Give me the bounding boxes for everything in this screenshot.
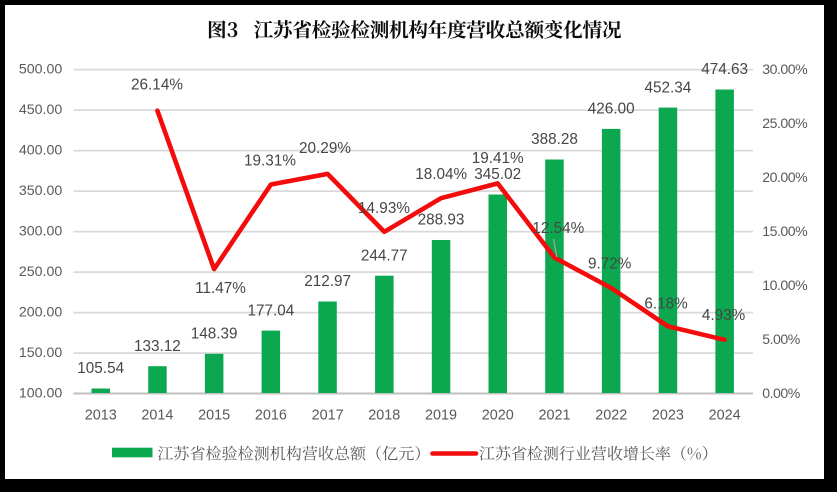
svg-text:2021: 2021 bbox=[538, 407, 570, 423]
svg-text:5.00%: 5.00% bbox=[762, 331, 800, 347]
svg-text:426.00: 426.00 bbox=[588, 101, 635, 118]
svg-text:19.31%: 19.31% bbox=[244, 152, 296, 169]
svg-text:388.28: 388.28 bbox=[531, 131, 578, 148]
svg-text:9.72%: 9.72% bbox=[588, 256, 632, 273]
svg-text:2014: 2014 bbox=[141, 407, 173, 423]
svg-text:4.93%: 4.93% bbox=[702, 307, 746, 324]
svg-text:20.00%: 20.00% bbox=[762, 169, 808, 185]
svg-text:500.00: 500.00 bbox=[19, 62, 63, 78]
svg-text:25.00%: 25.00% bbox=[762, 115, 808, 131]
svg-text:2017: 2017 bbox=[312, 407, 344, 423]
svg-text:2018: 2018 bbox=[368, 407, 400, 423]
svg-text:2015: 2015 bbox=[198, 407, 230, 423]
svg-text:452.34: 452.34 bbox=[645, 79, 692, 96]
svg-text:250.00: 250.00 bbox=[19, 264, 63, 280]
svg-text:2022: 2022 bbox=[595, 407, 627, 423]
svg-text:2020: 2020 bbox=[482, 407, 514, 423]
svg-text:474.63: 474.63 bbox=[701, 61, 748, 78]
svg-text:212.97: 212.97 bbox=[304, 273, 351, 290]
svg-text:105.54: 105.54 bbox=[77, 360, 124, 377]
svg-text:11.47%: 11.47% bbox=[195, 280, 246, 297]
svg-text:150.00: 150.00 bbox=[19, 345, 63, 361]
svg-text:177.04: 177.04 bbox=[248, 302, 295, 319]
svg-text:288.93: 288.93 bbox=[418, 212, 465, 229]
svg-text:2023: 2023 bbox=[652, 407, 684, 423]
svg-text:10.00%: 10.00% bbox=[762, 277, 808, 293]
svg-text:2013: 2013 bbox=[85, 407, 117, 423]
svg-text:15.00%: 15.00% bbox=[762, 223, 808, 239]
svg-text:100.00: 100.00 bbox=[19, 386, 63, 402]
svg-text:2019: 2019 bbox=[425, 407, 457, 423]
svg-text:200.00: 200.00 bbox=[19, 305, 63, 321]
svg-text:6.18%: 6.18% bbox=[644, 296, 688, 313]
svg-text:400.00: 400.00 bbox=[19, 143, 63, 159]
svg-text:26.14%: 26.14% bbox=[131, 77, 183, 94]
svg-text:350.00: 350.00 bbox=[19, 183, 63, 199]
svg-text:2024: 2024 bbox=[709, 407, 741, 423]
svg-text:300.00: 300.00 bbox=[19, 224, 63, 240]
svg-text:2016: 2016 bbox=[255, 407, 287, 423]
svg-text:0.00%: 0.00% bbox=[762, 385, 800, 401]
svg-text:450.00: 450.00 bbox=[19, 102, 63, 118]
svg-text:18.04%: 18.04% bbox=[415, 166, 467, 183]
svg-text:133.12: 133.12 bbox=[134, 338, 181, 355]
svg-text:12.54%: 12.54% bbox=[532, 220, 584, 237]
svg-text:14.93%: 14.93% bbox=[358, 200, 410, 217]
svg-text:20.29%: 20.29% bbox=[299, 140, 351, 157]
svg-text:345.02: 345.02 bbox=[474, 166, 521, 183]
svg-text:244.77: 244.77 bbox=[361, 247, 408, 264]
svg-text:148.39: 148.39 bbox=[191, 326, 238, 343]
svg-text:19.41%: 19.41% bbox=[472, 150, 524, 167]
svg-text:30.00%: 30.00% bbox=[762, 61, 808, 77]
